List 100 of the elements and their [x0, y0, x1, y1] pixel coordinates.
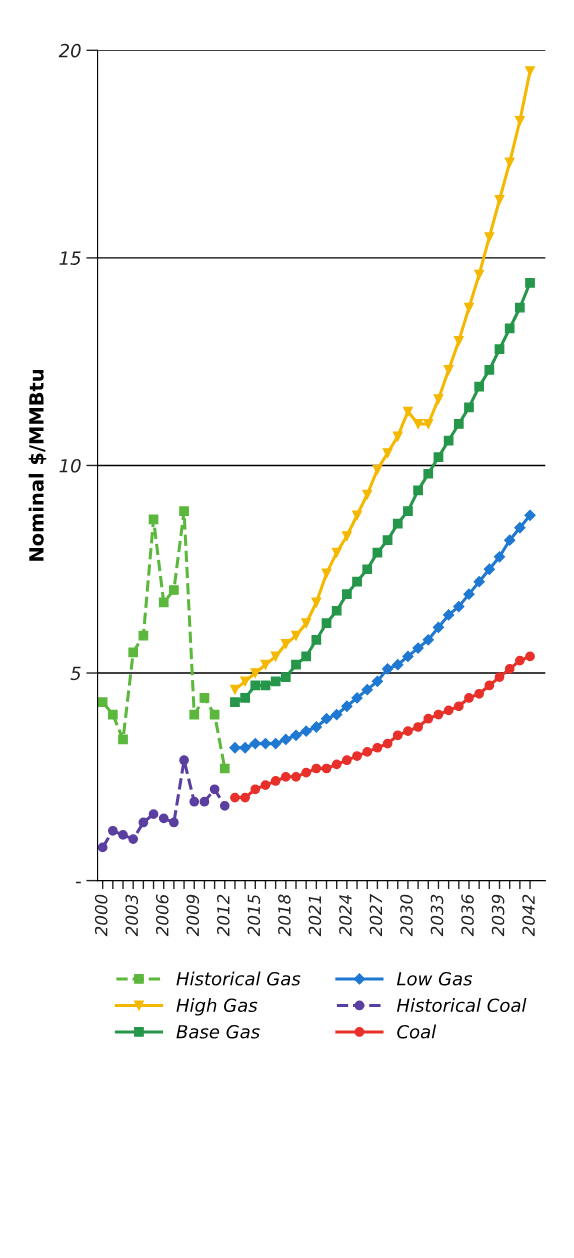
point: [382, 738, 393, 749]
point: [382, 448, 393, 458]
point: [351, 692, 363, 704]
point: [432, 621, 445, 633]
point: [158, 813, 169, 824]
point: [250, 784, 261, 795]
point: [249, 737, 261, 750]
point: [413, 419, 423, 429]
x-tick-label: 2042: [522, 894, 535, 937]
point: [331, 708, 343, 721]
point: [371, 675, 384, 687]
point: [514, 302, 525, 313]
point: [280, 672, 291, 683]
point: [433, 394, 444, 404]
point: [290, 729, 302, 741]
point: [525, 277, 535, 288]
point: [230, 684, 240, 695]
point: [138, 817, 149, 828]
point: [352, 751, 362, 761]
point: [453, 701, 464, 712]
point: [464, 693, 474, 703]
legend-label: High Gas: [176, 998, 258, 1016]
point: [239, 742, 251, 754]
point: [107, 709, 118, 720]
point: [361, 684, 373, 696]
point: [443, 705, 454, 716]
point: [291, 771, 301, 782]
point: [270, 651, 281, 662]
y-tick-label: 15: [59, 251, 81, 266]
point: [443, 365, 454, 375]
point: [381, 663, 394, 675]
x-tick-label: 2021: [308, 896, 322, 937]
y-tick-label: 20: [58, 43, 81, 58]
point: [443, 609, 455, 621]
point: [514, 522, 526, 534]
point: [219, 763, 230, 774]
point: [270, 737, 282, 750]
point: [464, 402, 474, 413]
point: [240, 693, 250, 703]
point: [423, 419, 434, 429]
legend-label: Base Gas: [176, 1024, 260, 1039]
point: [474, 381, 485, 392]
point: [453, 336, 464, 346]
point: [230, 792, 240, 803]
legend-label: Low Gas: [396, 971, 473, 986]
x-tick-label: 2027: [369, 893, 383, 937]
point: [484, 680, 495, 691]
point: [311, 634, 322, 645]
point: [179, 506, 189, 516]
point: [118, 734, 128, 745]
point: [504, 534, 516, 546]
point: [301, 618, 312, 629]
point: [199, 693, 210, 703]
point: [422, 634, 434, 646]
point: [320, 713, 333, 725]
point: [453, 601, 465, 613]
point: [280, 639, 291, 649]
point: [494, 194, 505, 205]
point: [311, 597, 322, 608]
point: [97, 842, 108, 853]
y-tick-label: 10: [59, 458, 81, 473]
point: [362, 489, 373, 500]
point: [158, 597, 169, 608]
point: [464, 302, 474, 313]
x-tick-label: 2039: [491, 894, 505, 937]
point: [403, 726, 413, 737]
point: [372, 547, 383, 558]
point: [342, 531, 352, 541]
point: [525, 651, 535, 662]
x-tick-label: 2012: [217, 894, 230, 937]
point: [403, 406, 413, 417]
point: [179, 755, 189, 766]
point: [423, 713, 434, 724]
point: [493, 551, 506, 563]
point: [128, 647, 139, 658]
point: [372, 464, 383, 475]
point: [412, 642, 424, 654]
point: [189, 709, 200, 720]
point: [118, 830, 128, 840]
point: [331, 605, 342, 616]
point: [403, 506, 413, 516]
point: [433, 452, 444, 463]
point: [342, 589, 352, 600]
point: [128, 834, 139, 844]
point: [280, 771, 291, 782]
point: [352, 576, 362, 587]
point: [413, 485, 423, 496]
point: [342, 755, 352, 766]
point: [321, 568, 332, 579]
x-tick-label: 2000: [94, 894, 108, 937]
y-tick-label: 5: [70, 666, 81, 681]
point: [321, 618, 332, 629]
point: [413, 722, 423, 732]
point: [260, 780, 271, 790]
point: [463, 588, 475, 600]
point: [169, 585, 179, 595]
point: [392, 518, 403, 529]
point: [484, 232, 495, 242]
point: [433, 709, 444, 720]
legend-label: Historical Gas: [176, 971, 301, 986]
